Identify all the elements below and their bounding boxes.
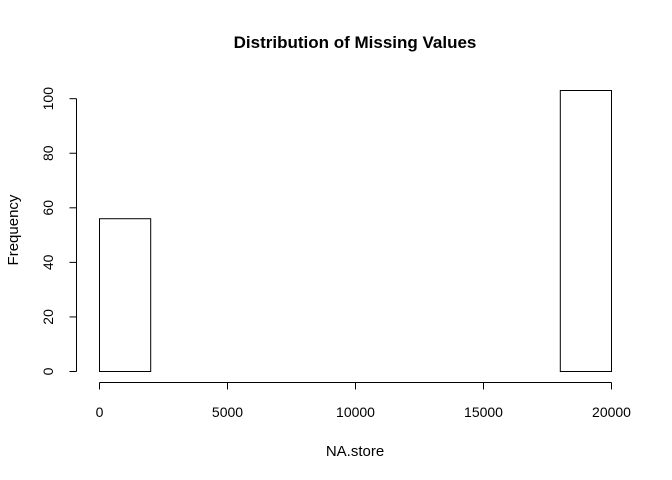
- x-tick-label: 5000: [212, 404, 243, 420]
- y-axis: 0 20 40 60 80 100: [40, 87, 77, 375]
- chart-title: Distribution of Missing Values: [234, 33, 477, 52]
- x-axis-label: NA.store: [326, 443, 384, 460]
- y-axis-label: Frequency: [5, 194, 22, 265]
- y-tick-label: 100: [40, 87, 56, 111]
- x-tick-label: 15000: [464, 404, 503, 420]
- y-tick-label: 80: [40, 145, 56, 161]
- histogram-bar: [559, 90, 612, 372]
- x-axis: 0 5000 10000 15000 20000: [96, 382, 631, 420]
- y-tick-label: 60: [40, 200, 56, 216]
- bars-group: [99, 90, 612, 372]
- y-tick-label: 0: [40, 367, 56, 375]
- x-tick-label: 0: [96, 404, 104, 420]
- histogram-bar: [99, 218, 152, 372]
- y-tick-label: 20: [40, 309, 56, 325]
- x-tick-label: 20000: [592, 404, 631, 420]
- x-tick-label: 10000: [336, 404, 375, 420]
- y-tick-label: 40: [40, 254, 56, 270]
